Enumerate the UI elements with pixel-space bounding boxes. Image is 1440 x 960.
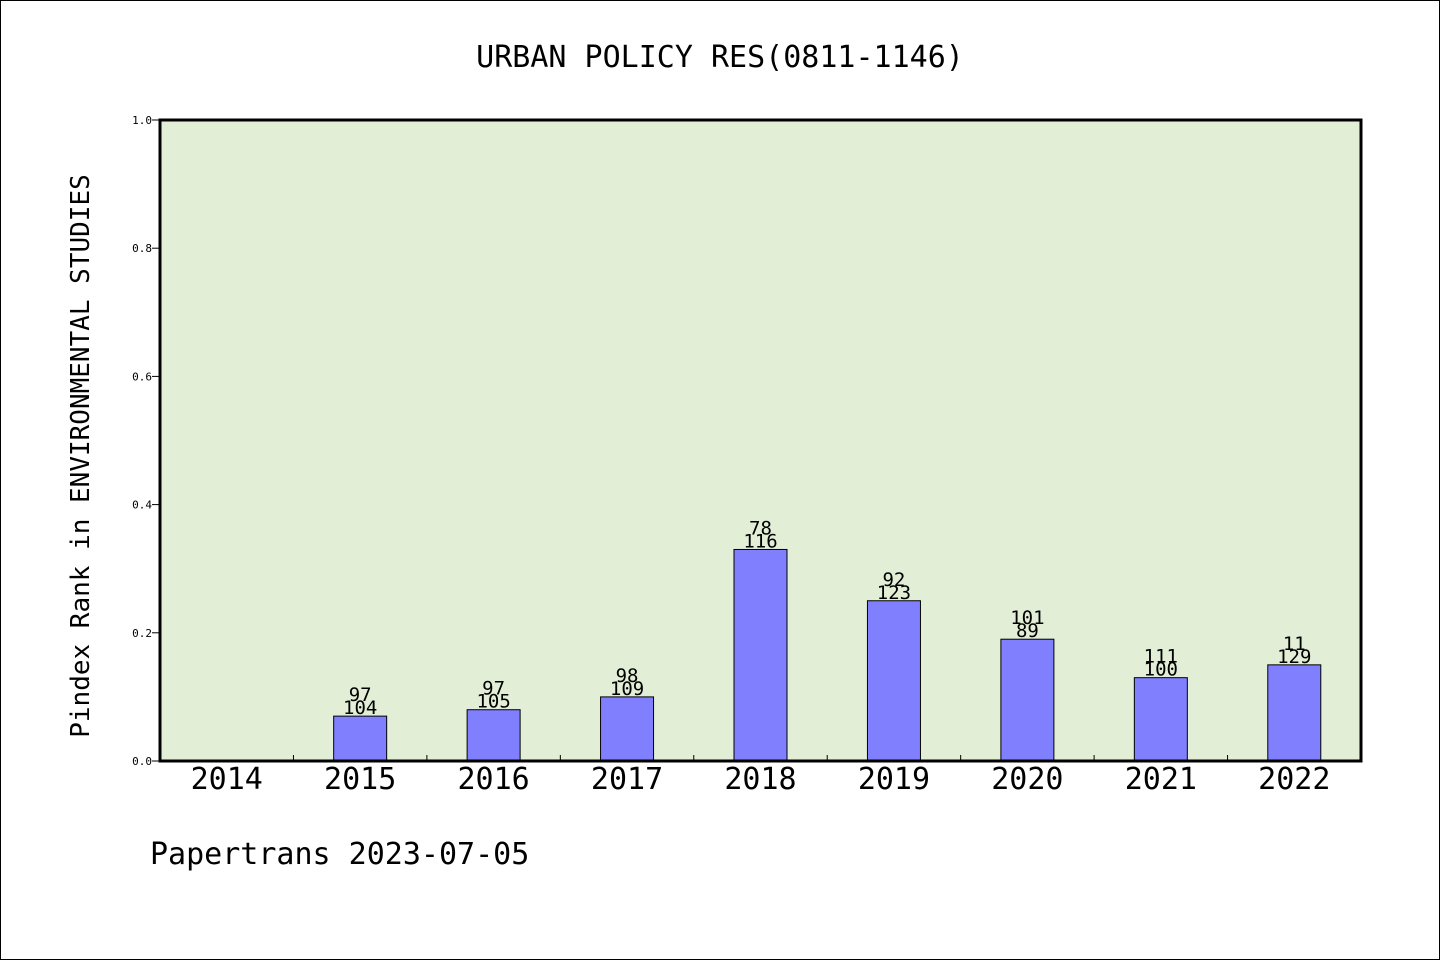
y-tick-label: 0.4 (132, 499, 152, 512)
data-labels: 9710497105981097811692123101891111001112… (343, 517, 1311, 719)
data-label-bottom: 123 (877, 582, 911, 604)
data-label-bottom: 116 (743, 530, 777, 552)
data-label-top: 97 (482, 678, 505, 700)
y-axis-ticks: 0.0 0.2 0.4 0.6 0.8 1.0 (132, 114, 160, 768)
x-tick-label: 2015 (324, 762, 396, 797)
bar-2015 (333, 715, 388, 762)
x-tick-label: 2019 (858, 762, 930, 797)
bar-2022 (1267, 664, 1322, 762)
data-label-top: 111 (1144, 646, 1178, 668)
y-axis-label: Pindex Rank in ENVIRONMENTAL STUDIES (66, 174, 96, 738)
data-label-bottom: 89 (1016, 620, 1039, 642)
bar-2017 (600, 696, 655, 762)
y-tick-label: 1.0 (132, 114, 152, 127)
x-tick-label: 2014 (191, 762, 263, 797)
y-tick-label: 0.8 (132, 242, 152, 255)
bar-2018 (733, 548, 788, 762)
data-label-bottom: 109 (610, 678, 644, 700)
chart-title: URBAN POLICY RES(0811-1146) (476, 40, 964, 75)
footer-credit: Papertrans 2023-07-05 (150, 837, 529, 872)
plot-border (158, 118, 1363, 763)
data-label-top: 98 (616, 665, 639, 687)
data-label-top: 101 (1010, 607, 1044, 629)
bar-2021 (1133, 677, 1188, 762)
bar-series (333, 548, 1322, 762)
x-tick-label: 2021 (1125, 762, 1197, 797)
data-label-bottom: 100 (1144, 659, 1178, 681)
y-tick-label: 0.2 (132, 627, 152, 640)
bar-2016 (466, 709, 521, 762)
y-tick-label: 0.0 (132, 755, 152, 768)
data-label-bottom: 105 (476, 691, 510, 713)
x-tick-label: 2020 (991, 762, 1063, 797)
data-label-top: 92 (882, 569, 905, 591)
x-tick-label: 2017 (591, 762, 663, 797)
data-label-top: 78 (749, 517, 772, 539)
x-tick-label: 2016 (457, 762, 529, 797)
data-label-bottom: 129 (1277, 646, 1311, 668)
y-tick-label: 0.6 (132, 370, 152, 383)
bar-2019 (866, 600, 921, 762)
data-label-top: 97 (349, 684, 372, 706)
bar-2020 (1000, 638, 1055, 762)
data-label-bottom: 104 (343, 697, 377, 719)
x-tick-label: 2022 (1258, 762, 1330, 797)
x-axis-ticks: 2014 2015 2016 2017 2018 2019 2020 2021 2022 (191, 755, 1330, 797)
data-label-top: 11 (1283, 633, 1306, 655)
x-tick-label: 2018 (724, 762, 796, 797)
